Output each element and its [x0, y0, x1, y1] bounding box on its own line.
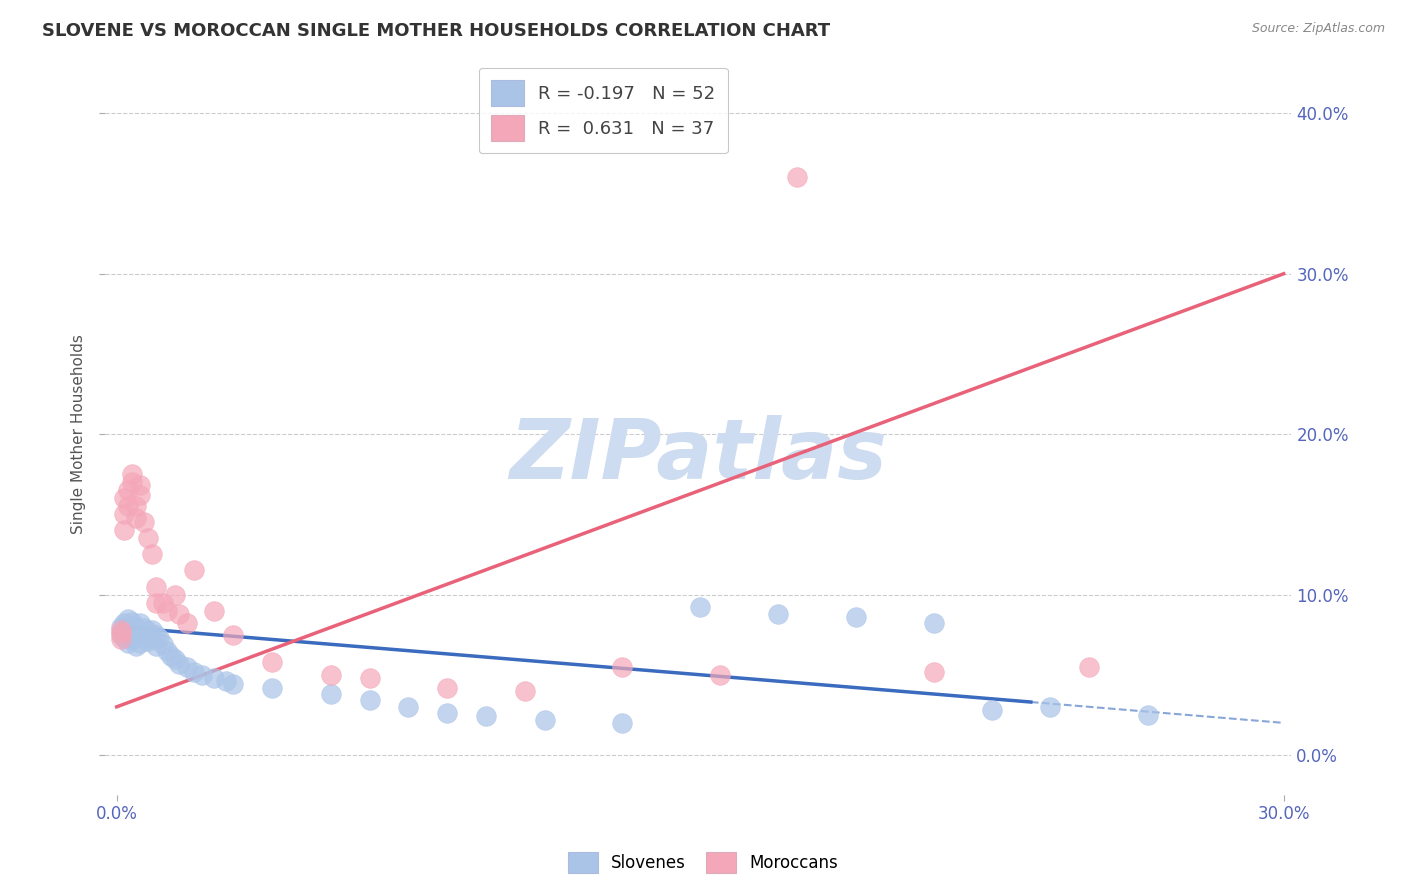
Point [176, 659, 198, 673]
Point [110, 620, 132, 634]
Point [845, 610, 868, 624]
Point [125, 620, 148, 634]
Point [436, 681, 458, 695]
Point [202, 604, 225, 618]
Point [922, 616, 945, 631]
Point [513, 683, 536, 698]
Point [145, 627, 167, 641]
Point [110, 623, 132, 637]
Text: ZIPatlas: ZIPatlas [509, 416, 887, 496]
Point [152, 596, 174, 610]
Point [141, 631, 163, 645]
Point [110, 632, 132, 647]
Point [612, 715, 634, 730]
Point [319, 667, 342, 681]
Point [766, 607, 789, 621]
Point [132, 621, 155, 635]
Point [183, 564, 205, 578]
Point [191, 667, 214, 681]
Point [114, 623, 136, 637]
Point [125, 500, 148, 514]
Point [114, 631, 136, 645]
Point [156, 643, 179, 657]
Point [222, 677, 245, 691]
Point [125, 627, 148, 641]
Point [129, 635, 152, 649]
Point [117, 500, 139, 514]
Point [156, 604, 179, 618]
Point [359, 671, 381, 685]
Point [129, 478, 152, 492]
Point [110, 627, 132, 641]
Point [176, 616, 198, 631]
Legend: R = -0.197   N = 52, R =  0.631   N = 37: R = -0.197 N = 52, R = 0.631 N = 37 [478, 68, 728, 153]
Point [129, 626, 152, 640]
Point [262, 655, 284, 669]
Point [132, 629, 155, 643]
Point [262, 681, 284, 695]
Point [533, 713, 555, 727]
Point [980, 703, 1002, 717]
Point [121, 623, 143, 637]
Point [786, 170, 808, 185]
Point [214, 674, 236, 689]
Point [145, 580, 167, 594]
Point [141, 548, 163, 562]
Point [152, 637, 174, 651]
Point [612, 659, 634, 673]
Point [136, 634, 159, 648]
Point [136, 624, 159, 639]
Point [145, 596, 167, 610]
Point [117, 626, 139, 640]
Point [436, 706, 458, 721]
Point [1039, 699, 1062, 714]
Point [114, 524, 136, 538]
Point [222, 627, 245, 641]
Point [689, 600, 711, 615]
Point [129, 616, 152, 631]
Point [163, 588, 186, 602]
Point [117, 635, 139, 649]
Point [160, 648, 183, 663]
Point [183, 665, 205, 679]
Point [145, 639, 167, 653]
Point [167, 657, 190, 671]
Point [121, 467, 143, 482]
Point [121, 632, 143, 647]
Point [114, 491, 136, 506]
Point [167, 607, 190, 621]
Point [202, 671, 225, 685]
Point [922, 665, 945, 679]
Text: Source: ZipAtlas.com: Source: ZipAtlas.com [1251, 22, 1385, 36]
Point [136, 532, 159, 546]
Point [125, 639, 148, 653]
Point [110, 626, 132, 640]
Point [129, 488, 152, 502]
Point [163, 651, 186, 665]
Text: SLOVENE VS MOROCCAN SINGLE MOTHER HOUSEHOLDS CORRELATION CHART: SLOVENE VS MOROCCAN SINGLE MOTHER HOUSEH… [42, 22, 831, 40]
Point [1078, 659, 1101, 673]
Point [117, 483, 139, 498]
Point [125, 510, 148, 524]
Point [114, 616, 136, 631]
Point [114, 508, 136, 522]
Point [148, 631, 170, 645]
Point [319, 687, 342, 701]
Point [141, 623, 163, 637]
Legend: Slovenes, Moroccans: Slovenes, Moroccans [561, 846, 845, 880]
Point [117, 612, 139, 626]
Point [132, 516, 155, 530]
Point [396, 699, 419, 714]
Y-axis label: Single Mother Households: Single Mother Households [72, 334, 86, 534]
Point [121, 615, 143, 629]
Point [475, 709, 498, 723]
Point [121, 475, 143, 490]
Point [1136, 707, 1159, 722]
Point [709, 667, 731, 681]
Point [359, 693, 381, 707]
